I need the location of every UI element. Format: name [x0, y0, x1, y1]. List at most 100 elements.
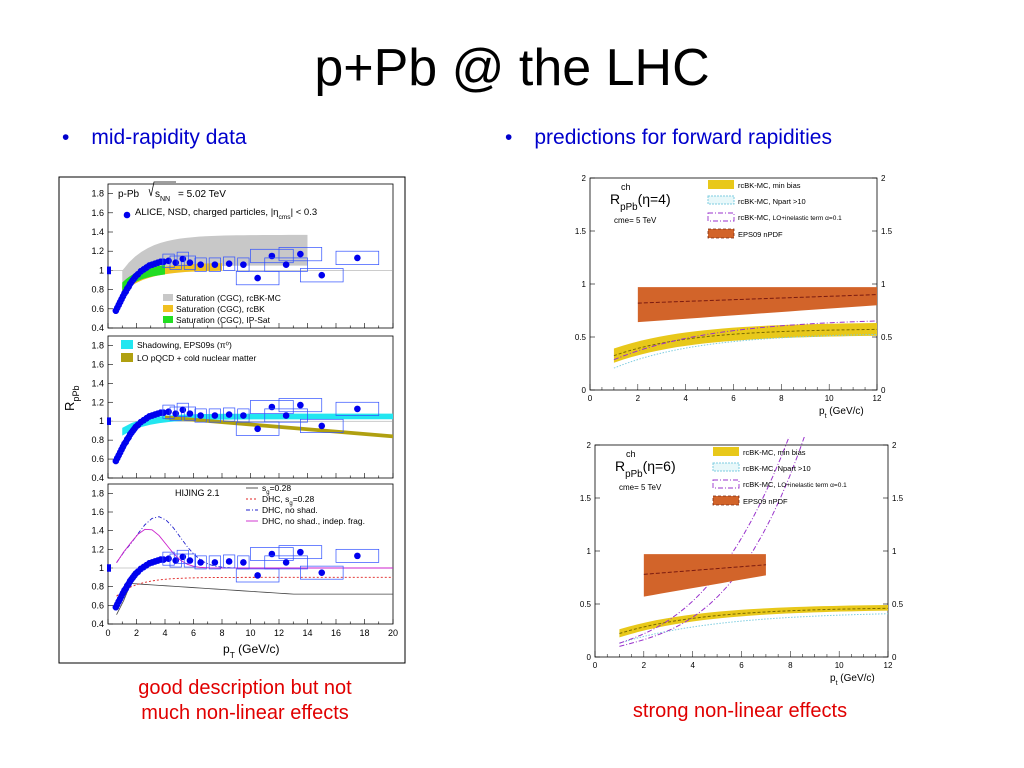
y-tick-label: 0.5	[580, 600, 592, 609]
x-tick-label: 10	[835, 661, 844, 670]
legend-label: rcBK-MC, min bias	[738, 181, 801, 190]
rcbk-center	[613, 328, 878, 357]
y-tick-label-right: 1	[881, 280, 886, 289]
legend-label: EPS09 nPDF	[743, 497, 788, 506]
data-sys-box	[208, 257, 221, 272]
data-sys-box	[300, 418, 344, 433]
lo-inel-line	[613, 320, 878, 361]
data-point	[197, 559, 204, 566]
data-sys-box	[278, 247, 323, 262]
data-sys-box	[183, 406, 196, 421]
bullet-right: • predictions for forward rapidities	[505, 126, 832, 150]
legend-label: Shadowing, EPS09s (π⁰)	[137, 340, 232, 350]
x-tick-label: 12	[884, 661, 893, 670]
y-tick-label-right: 0.5	[892, 600, 904, 609]
legend-label: LO pQCD + cold nuclear matter	[137, 353, 256, 363]
x-tick-label: 0	[105, 628, 110, 638]
data-sys-box	[223, 407, 236, 422]
x-axis-label: pt (GeV/c)	[830, 673, 875, 685]
data-point	[165, 408, 172, 416]
data-sys-box	[264, 257, 308, 272]
chart-title-sup: ch	[621, 182, 631, 192]
data-sys-box	[300, 565, 344, 580]
chart-title-part: pPb	[625, 469, 643, 480]
norm-box	[107, 564, 111, 572]
legend-label: DHC, no shad.	[262, 505, 318, 515]
y-tick-label: 1	[582, 280, 587, 289]
legend-swatch-npart	[707, 195, 735, 205]
legend-label-part: =0.28	[293, 494, 315, 504]
data-point	[318, 271, 326, 279]
legend-swatch-npart	[712, 462, 740, 472]
y-tick-label: 1	[587, 547, 592, 556]
dhc-noshad-indep-line	[116, 528, 393, 569]
y-tick-label: 0	[582, 386, 587, 395]
data-sys-box	[264, 555, 308, 570]
x-axis-label-part: (GeV/c)	[827, 406, 864, 417]
model-label: HIJING 2.1	[175, 488, 220, 498]
left-panel-1: 0.4 0.6 0.8 1 1.2 1.4 1.6 1.8	[91, 183, 394, 333]
data-point	[197, 412, 204, 419]
data-point	[172, 557, 179, 564]
data-point	[254, 425, 261, 433]
data-sys-box	[194, 408, 207, 423]
y-tick-label: 0.5	[575, 333, 587, 342]
bullet-left: • mid-rapidity data	[62, 126, 247, 150]
lo-inel-line-a	[619, 437, 790, 644]
y-tick-label: 1.5	[580, 494, 592, 503]
data-point	[179, 255, 187, 263]
x-tick-label: 6	[739, 661, 744, 670]
x-tick-label: 4	[690, 661, 695, 670]
data-point	[297, 401, 304, 409]
legend-swatch	[163, 316, 173, 323]
legend-swatch-lo	[707, 212, 735, 222]
legend-small: LO+inelastic term α=0.1	[778, 482, 848, 489]
legend-label-part: g	[266, 490, 269, 496]
data-sys-box	[183, 255, 196, 270]
data-sys-box	[208, 555, 221, 570]
header-sqrt-part: NN	[160, 196, 170, 203]
y-tick-label-right: 0	[892, 653, 897, 662]
data-sys-box	[235, 568, 280, 583]
data-sys-box	[176, 549, 189, 564]
y-tick-label-right: 1.5	[892, 494, 904, 503]
x-tick-label: 10	[245, 628, 255, 638]
left-panel-2: 0.4 0.6 0.8 1 1.2 1.4 1.6 1.8	[91, 335, 394, 483]
header-ppb: p-Pb	[118, 189, 140, 200]
data-sys-box	[194, 555, 207, 570]
data-point	[160, 409, 167, 416]
data-point	[160, 556, 167, 563]
data-sys-box	[264, 408, 308, 423]
legend-label: Saturation (CGC), rcBK	[176, 304, 265, 314]
header-energy: = 5.02 TeV	[178, 189, 226, 200]
bullet-glyph: •	[505, 126, 513, 149]
x-tick-label: 4	[683, 394, 688, 403]
legend-swatch-eps	[707, 228, 735, 239]
data-point	[254, 572, 261, 579]
y-tick-label: 1.2	[91, 246, 104, 256]
y-tick-label: 1.6	[91, 507, 104, 517]
legend-small: LO+inelastic term α=0.1	[773, 215, 843, 222]
x-tick-label: 6	[191, 628, 196, 638]
y-tick-label: 0.8	[91, 582, 104, 592]
cgc-ipsat-band	[122, 265, 165, 292]
legend-label: sg=0.28	[262, 483, 291, 496]
data-point	[225, 260, 233, 267]
data-sys-box	[176, 402, 189, 417]
left-panel-3: 0.4 0.6 0.8 1 1.2 1.4 1.6 1.8	[91, 483, 394, 629]
x-tick-label: 12	[873, 394, 882, 403]
y-tick-label: 1.8	[91, 189, 104, 199]
data-point	[186, 259, 194, 267]
sqrt-sign	[148, 181, 176, 197]
bullet-right-text: predictions for forward rapidities	[534, 126, 832, 149]
data-point	[172, 410, 179, 417]
legend-swatch	[163, 294, 173, 301]
x-axis-label-part: p	[830, 673, 836, 684]
data-point	[297, 250, 304, 258]
chart-title-part: pPb	[620, 202, 638, 213]
legend-label: rcBK-MC, Npart >10	[738, 197, 806, 206]
y-tick-label: 2	[582, 174, 587, 183]
data-sys-box	[235, 421, 280, 436]
data-point	[225, 558, 233, 565]
legend-swatch-eps	[712, 495, 740, 506]
